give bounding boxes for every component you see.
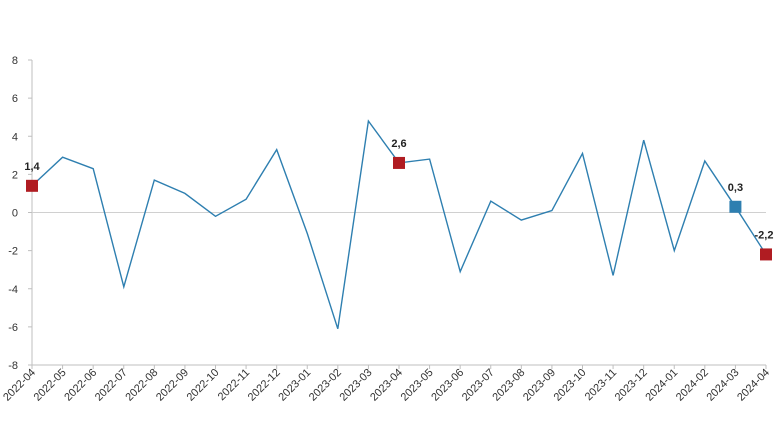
x-tick-label: 2024-02	[674, 367, 711, 404]
highlight-marker	[26, 179, 38, 192]
highlight-marker	[760, 248, 772, 261]
x-tick-label: 2022-12	[246, 367, 283, 404]
y-tick-label: -6	[8, 322, 18, 334]
x-tick-label: 2022-05	[32, 367, 69, 404]
x-tick-label: 2023-05	[399, 367, 436, 404]
x-tick-label: 2022-09	[154, 367, 191, 404]
data-label: 2,6	[391, 138, 406, 150]
x-tick-label: 2023-02	[307, 367, 344, 404]
x-tick-label: 2024-01	[643, 367, 680, 404]
x-tick-label: 2023-06	[429, 367, 466, 404]
x-axis: 2022-042022-052022-062022-072022-082022-…	[1, 364, 772, 404]
x-tick-label: 2022-04	[1, 367, 38, 404]
x-tick-label: 2023-07	[460, 367, 497, 404]
y-tick-label: -8	[8, 360, 18, 372]
data-label: 1,4	[24, 161, 40, 173]
x-tick-label: 2024-04	[735, 367, 772, 404]
highlight-marker	[393, 156, 405, 169]
x-tick-label: 2023-08	[490, 367, 527, 404]
y-tick-label: -2	[8, 246, 18, 258]
y-tick-label: 6	[12, 93, 18, 105]
x-tick-label: 2022-08	[123, 367, 160, 404]
x-tick-label: 2022-11	[216, 367, 252, 403]
series-layer	[31, 119, 767, 330]
x-tick-label: 2023-04	[368, 367, 405, 404]
x-tick-label: 2023-12	[613, 367, 650, 404]
y-tick-label: 8	[12, 55, 18, 67]
y-axis: 8 6 4 2 0 -2 -4 -6 -8	[8, 55, 33, 372]
x-tick-label: 2022-07	[93, 367, 130, 404]
x-tick-label: 2022-06	[62, 367, 99, 404]
x-tick-label: 2023-03	[338, 367, 375, 404]
y-tick-label: 4	[12, 131, 18, 143]
highlight-marker	[729, 200, 742, 213]
series-line	[31, 119, 767, 330]
data-label: 0,3	[728, 182, 743, 194]
y-tick-label: 2	[12, 169, 18, 181]
x-tick-label: 2023-09	[521, 367, 558, 404]
y-tick-label: 0	[12, 208, 18, 220]
data-label: -2,2	[755, 229, 774, 241]
x-tick-label: 2024-03	[705, 367, 742, 404]
y-tick-label: -4	[8, 284, 18, 296]
x-tick-label: 2023-11	[583, 367, 619, 403]
x-tick-label: 2023-01	[276, 367, 313, 404]
x-tick-label: 2022-10	[185, 367, 222, 404]
x-tick-label: 2023-10	[552, 367, 589, 404]
highlight-layer: 1,4 2,6 0,3 -2,2	[24, 138, 773, 261]
